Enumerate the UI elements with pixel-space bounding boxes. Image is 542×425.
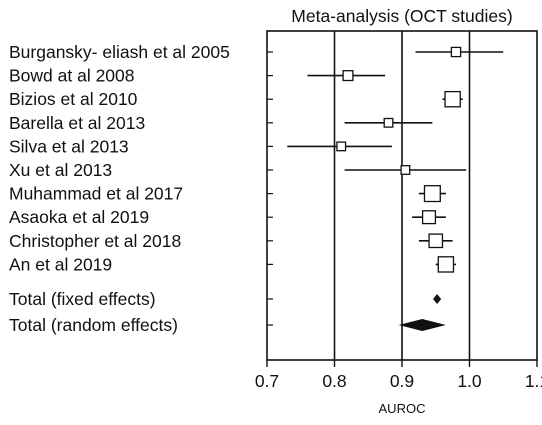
study-estimate-box bbox=[336, 141, 347, 152]
study-estimate-box bbox=[383, 117, 394, 128]
study-estimate-box bbox=[444, 90, 461, 108]
study-estimate-box bbox=[437, 256, 455, 273]
pooled-label: Total (fixed effects) bbox=[9, 289, 156, 309]
study-labels: Burgansky- eliash et al 2005 Bowd at al 2… bbox=[9, 42, 230, 335]
study-label: An et al 2019 bbox=[9, 254, 112, 274]
study-label: Bowd at al 2008 bbox=[9, 66, 135, 86]
plot-area bbox=[266, 30, 538, 361]
x-tick-label: 1.0 bbox=[457, 371, 482, 391]
study-label: Muhammad et al 2017 bbox=[9, 184, 183, 204]
x-tick-label: 0.9 bbox=[390, 371, 414, 391]
study-label: Silva et al 2013 bbox=[9, 136, 129, 156]
study-label: Bizios et al 2010 bbox=[9, 89, 138, 109]
x-axis-label: AUROC bbox=[379, 401, 426, 416]
study-estimate-box bbox=[342, 70, 354, 82]
pooled-diamond bbox=[398, 319, 446, 331]
study-estimate-box bbox=[428, 233, 444, 249]
pooled-label: Total (random effects) bbox=[9, 315, 178, 335]
pooled-diamond bbox=[433, 294, 442, 304]
x-axis-ticks: 0.7 0.8 0.9 1.0 1.1 bbox=[255, 360, 542, 391]
chart-title: Meta-analysis (OCT studies) bbox=[291, 6, 512, 26]
study-label: Burgansky- eliash et al 2005 bbox=[9, 42, 230, 62]
study-label: Barella et al 2013 bbox=[9, 113, 145, 133]
study-estimate-box bbox=[421, 210, 437, 225]
study-estimate-box bbox=[423, 185, 441, 203]
study-label: Asaoka et al 2019 bbox=[9, 207, 149, 227]
study-label: Christopher et al 2018 bbox=[9, 231, 181, 251]
study-estimate-box bbox=[450, 46, 462, 58]
study-label: Xu et al 2013 bbox=[9, 160, 112, 180]
x-tick-label: 0.8 bbox=[322, 371, 346, 391]
x-tick-label: 1.1 bbox=[525, 371, 542, 391]
study-estimate-box bbox=[400, 165, 411, 175]
x-tick-label: 0.7 bbox=[255, 371, 279, 391]
